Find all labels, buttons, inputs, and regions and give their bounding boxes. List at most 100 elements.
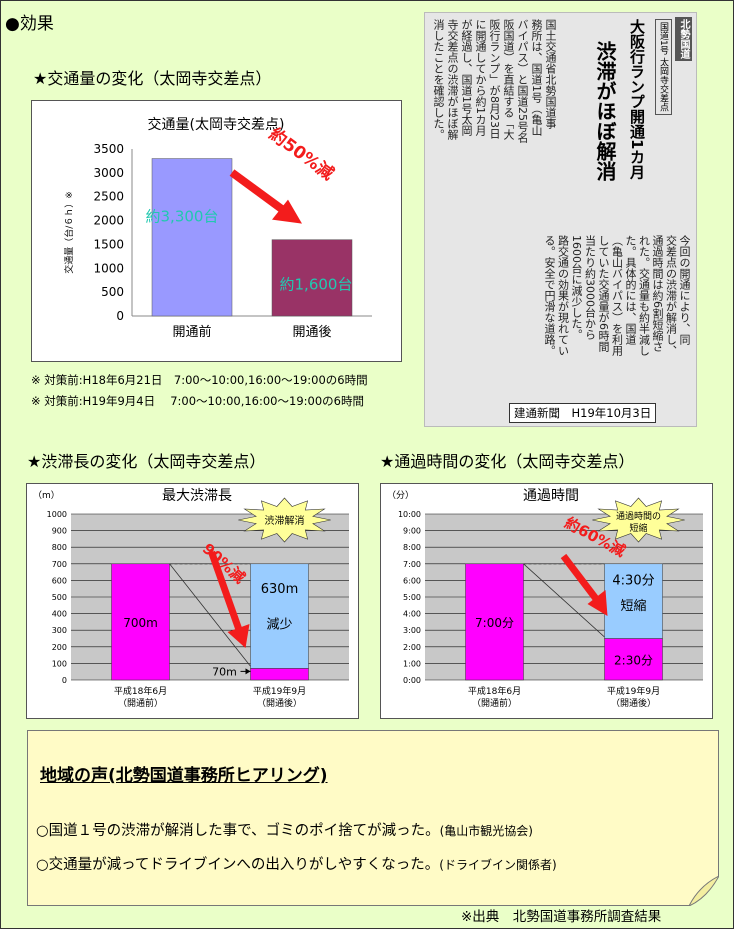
- x-tick-label: 開通後: [292, 325, 331, 340]
- data-label-1: 約3,300台: [146, 208, 219, 226]
- y-tick-label: 200: [52, 643, 67, 652]
- y-tick-label: 1000: [47, 510, 67, 519]
- bar-after: [604, 638, 663, 681]
- y-tick-label: 100: [52, 659, 67, 668]
- y-tick-label: 1500: [93, 237, 124, 251]
- y-tick-label: 0: [62, 676, 67, 685]
- time-section-title: ★通過時間の変化（太岡寺交差点）: [380, 452, 635, 471]
- page-curl: [689, 876, 719, 906]
- voice-line-2-source: (ドライブイン関係者): [439, 858, 557, 872]
- y-tick-label: 6:00: [403, 576, 421, 585]
- bar-after: [250, 668, 309, 681]
- traffic-section-title: ★交通量の変化（太岡寺交差点）: [33, 69, 272, 88]
- newspaper-column: た。具体的には、国道: [624, 235, 636, 345]
- travel-time-chart: 通過時間 （分） 0:00 1:00 2:00 3:00 4:00 5:00 6:00 7:00 8…: [387, 488, 703, 709]
- y-tick-label: 600: [52, 576, 67, 585]
- reduction-arrow-shaft: [560, 553, 605, 609]
- newspaper-header: 北勢国道 国道1号 太岡寺交差点 大阪行ランプ開通1カ月 渋滞がほぼ解消: [560, 13, 696, 228]
- newspaper-clipping: 北勢国道 国道1号 太岡寺交差点 大阪行ランプ開通1カ月 渋滞がほぼ解消 国土交…: [424, 12, 697, 427]
- time-chart-panel: 通過時間 （分） 0:00 1:00 2:00 3:00 4:00 5:00 6:00 7:00 8…: [380, 483, 713, 719]
- newspaper-column: 寺交差点の渋滞がほぼ解: [446, 19, 458, 140]
- y-tick-label: 300: [52, 626, 67, 635]
- y-tick-label: 500: [52, 593, 67, 602]
- x-tick-label: 平成18年6月: [114, 685, 167, 697]
- bar-2: [271, 239, 353, 317]
- voice-title: 地域の声(北勢国道事務所ヒアリング): [40, 766, 328, 786]
- newspaper-tag2: 国道1号 太岡寺交差点: [655, 19, 672, 115]
- y-tick-label: 5:00: [403, 593, 421, 602]
- x-tick-label: 開通前: [172, 324, 211, 340]
- traffic-note-1: ※ 対策前:H18年6月21日 7:00〜10:00,16:00〜19:00の6…: [31, 373, 368, 387]
- chart-title: 通過時間: [523, 488, 579, 504]
- newspaper-column: 務所は、国道1号（亀山: [530, 19, 542, 136]
- y-tick-label: 8:00: [403, 543, 421, 552]
- newspaper-headline: 大阪行ランプ開通1カ月: [628, 19, 646, 180]
- y-tick-label: 9:00: [403, 527, 421, 536]
- y-tick-label: 0: [116, 309, 124, 323]
- newspaper-column: バイパス）と国道25号名: [516, 19, 528, 143]
- newspaper-column: 交差点の渋滞が解消し、: [664, 235, 677, 356]
- heading: ●効果: [5, 14, 54, 34]
- newspaper-column: していた交通量が6時間: [597, 235, 609, 352]
- source-note: ※出典 北勢国道事務所調査結果: [461, 909, 662, 925]
- x-tick-label: 平成19年9月: [253, 685, 306, 697]
- newspaper-caption: 建通新聞 H19年10月3日: [509, 403, 657, 423]
- newspaper-column: 阪行ランプ」が8月23日: [488, 19, 500, 139]
- voice-line-1-text: ○国道１号の渋滞が解消した事で、ゴミのポイ捨てが減った。: [36, 823, 440, 839]
- burst-shape: [238, 497, 331, 543]
- reduced-label-1: 630m: [261, 582, 298, 597]
- y-tick-label: 2000: [93, 214, 124, 228]
- y-tick-label: 800: [52, 543, 67, 552]
- data-label-before: 7:00分: [475, 616, 514, 630]
- x-sublabel: （開通後）: [611, 697, 656, 709]
- reduction-arrow-head: [272, 199, 302, 224]
- unit-label: （m）: [33, 490, 60, 501]
- y-tick-label: 3000: [93, 166, 124, 180]
- data-label-after: 2:30分: [614, 653, 653, 667]
- chart-title: 交通量(太岡寺交差点): [148, 116, 285, 133]
- newspaper-column: に開通してから約1カ月: [474, 19, 486, 136]
- reduced-label-2: 減少: [266, 617, 292, 633]
- data-label-2: 約1,600台: [280, 276, 353, 294]
- bar-reduced: [250, 563, 309, 669]
- y-tick-label: 1:00: [403, 659, 421, 668]
- guide-line: [523, 563, 605, 638]
- y-tick-label: 7:00: [403, 560, 421, 569]
- chart-title: 最大渋滞長: [162, 488, 232, 504]
- newspaper-column: 消したことを確認した。: [432, 19, 444, 140]
- burst-label: 渋滞解消: [265, 514, 305, 527]
- x-sublabel: （開通前）: [472, 697, 517, 709]
- y-tick-label: 700: [52, 560, 67, 569]
- unit-label: （分）: [387, 490, 414, 501]
- guide-line: [169, 563, 251, 667]
- voice-line-1: ○国道１号の渋滞が解消した事で、ゴミのポイ捨てが減った。(亀山市観光協会): [36, 819, 533, 840]
- reduced-label-2: 短縮: [620, 598, 646, 614]
- traffic-chart-panel: 交通量(太岡寺交差点) 0 500 1000 1500 2000 2500 3000 3500 交…: [31, 100, 402, 362]
- newspaper-column: 国土交通省北勢国道事: [544, 19, 556, 129]
- reduction-annotation-head: [587, 590, 608, 616]
- label-pointer-head: [245, 668, 251, 675]
- y-tick-label: 3:00: [403, 626, 421, 635]
- voice-line-2: ○交通量が減ってドライブインへの出入りがしやすくなった。(ドライブイン関係者): [36, 853, 557, 874]
- traffic-note-2: ※ 対策前:H19年9月4日 7:00〜10:00,16:00〜19:00の6時…: [31, 394, 364, 408]
- x-sublabel: （開通後）: [257, 697, 302, 709]
- y-axis-label: 交通量（台/６ｈ）※: [63, 191, 75, 274]
- y-tick-label: 900: [52, 527, 67, 536]
- newspaper-column: 当たり約3000台から: [583, 235, 596, 340]
- data-label-before: 700m: [123, 616, 158, 630]
- reduced-label-1: 4:30分: [612, 574, 654, 589]
- y-tick-label: 400: [52, 610, 67, 619]
- bar-before: [465, 563, 524, 681]
- y-tick-label: 10:00: [398, 510, 421, 519]
- newspaper-column: 阪国道）を直結する「大: [502, 19, 514, 140]
- burst-shape: [592, 497, 685, 543]
- newspaper-column: （亀山バイパス）を利用: [610, 235, 623, 356]
- y-tick-label: 3500: [93, 142, 124, 156]
- x-sublabel: （開通前）: [118, 697, 163, 709]
- reduction-annotation: 約50%減: [265, 124, 338, 185]
- reduction-arrow-head: [227, 624, 250, 648]
- y-tick-label: 2:00: [403, 643, 421, 652]
- newspaper-column: 路交通の効果が現れてい: [556, 235, 569, 356]
- x-tick-label: 平成19年9月: [607, 685, 660, 697]
